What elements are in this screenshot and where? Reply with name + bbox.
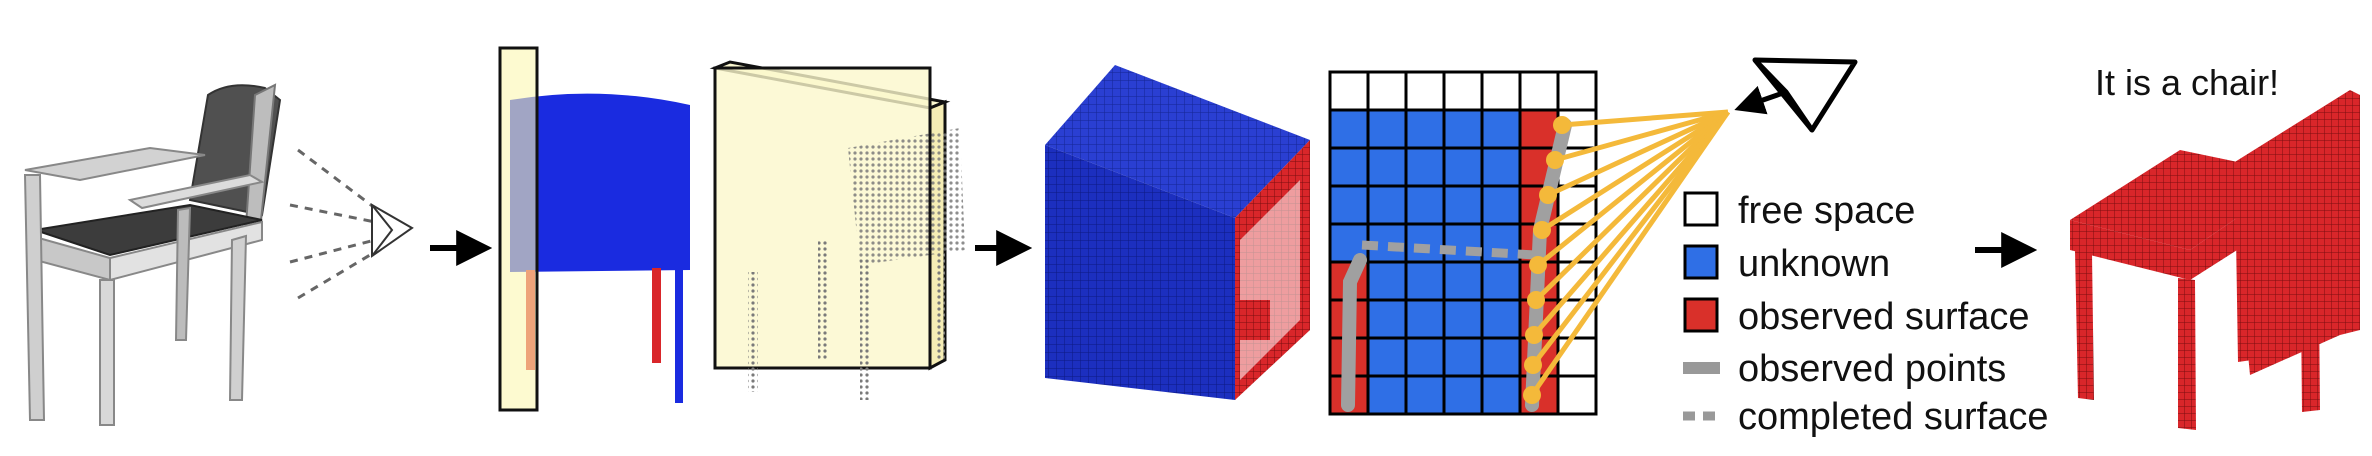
grid-cell — [1442, 374, 1484, 416]
grid-cell — [1366, 184, 1408, 226]
grid-cell — [1404, 298, 1446, 340]
grid-cell — [1442, 336, 1484, 378]
ray-hit-point — [1523, 386, 1541, 404]
voxel-volume — [1045, 65, 1310, 400]
camera-icon — [1734, 57, 1858, 133]
ray-hit-point — [1533, 221, 1551, 239]
grid-cell — [1404, 260, 1446, 302]
grid-cell — [1366, 336, 1408, 378]
legend-label-unknown: unknown — [1738, 243, 1891, 285]
completed-back — [2230, 90, 2360, 375]
grid-cell — [1328, 184, 1370, 226]
grid-cell — [1480, 298, 1522, 340]
observed-point-cloud — [848, 128, 965, 265]
ray-hit-point — [1553, 116, 1571, 134]
legend-label-free-space: free space — [1738, 190, 1916, 232]
grid-cell — [1366, 374, 1408, 416]
grid-cell — [1442, 184, 1484, 226]
legend-swatch-unknown — [1683, 244, 1719, 280]
grid-cell — [1442, 108, 1484, 150]
grid-cell — [1518, 108, 1560, 150]
grid-cell — [1404, 70, 1446, 112]
grid-cell — [1556, 70, 1598, 112]
camera-ray — [1561, 109, 1729, 128]
voxel-top-face — [1045, 65, 1310, 218]
depth-surface — [510, 93, 690, 272]
grid-observed-points-left — [1341, 253, 1367, 412]
grid-cell — [1328, 146, 1370, 188]
camera-ray — [1531, 110, 1730, 367]
ray-hit-point — [1546, 151, 1564, 169]
legend-swatch-free — [1683, 191, 1719, 227]
grid-cell — [1556, 374, 1598, 416]
grid-cell — [1480, 184, 1522, 226]
grid-cell — [1480, 108, 1522, 150]
grid-cell — [1366, 260, 1408, 302]
grid-cell — [1404, 222, 1446, 264]
grid-cell — [1366, 108, 1408, 150]
depth-map — [498, 46, 690, 412]
voxel-front-face — [1045, 145, 1235, 400]
chair-seat — [34, 203, 263, 257]
point-cloud-slice — [709, 60, 965, 400]
grid-cell — [1480, 146, 1522, 188]
camera-frustum — [289, 148, 414, 300]
grid-cell — [1404, 108, 1446, 150]
grid-cell — [1404, 146, 1446, 188]
chair-armrest-left — [24, 146, 206, 182]
ray-hit-point — [1524, 356, 1542, 374]
grid-cell — [1480, 70, 1522, 112]
grid-cell — [1328, 108, 1370, 150]
camera-ray — [1546, 109, 1730, 198]
grid-cell — [1442, 146, 1484, 188]
grid-cell — [1442, 70, 1484, 112]
grid-cell — [1480, 260, 1522, 302]
grid-cell — [1328, 70, 1370, 112]
input-chair-mesh — [23, 83, 282, 426]
camera-ray — [1529, 110, 1731, 397]
grid-cell — [1442, 260, 1484, 302]
grid-cell — [1366, 298, 1408, 340]
grid-cell — [1518, 70, 1560, 112]
ray-hit-point — [1525, 326, 1543, 344]
grid-cell — [1366, 70, 1408, 112]
ray-hit-point — [1527, 291, 1545, 309]
chair-armrest-right — [127, 173, 265, 210]
camera-ray — [1554, 109, 1729, 163]
grid-cell — [1442, 298, 1484, 340]
legend-label-observed-points: observed points — [1738, 348, 2007, 390]
legend-label-observed-surface: observed surface — [1738, 296, 2030, 338]
grid-cell — [1556, 336, 1598, 378]
grid-cell — [1404, 336, 1446, 378]
legend-swatch-observed — [1683, 297, 1719, 333]
grid-cell — [1404, 184, 1446, 226]
camera-ray — [1540, 109, 1730, 233]
completed-voxel-chair — [2070, 90, 2360, 430]
grid-cell — [1442, 222, 1484, 264]
result-caption: It is a chair! — [2095, 62, 2280, 103]
grid-cell — [1480, 374, 1522, 416]
legend — [1683, 191, 1722, 421]
ray-hit-point — [1529, 256, 1547, 274]
completed-seat-top — [2070, 150, 2300, 250]
camera-ray — [1536, 110, 1730, 267]
camera-rays — [1523, 109, 1731, 404]
grid-completed-surface — [1361, 240, 1536, 260]
camera-ray — [1532, 110, 1730, 337]
camera-ray — [1534, 110, 1730, 302]
grid-cell — [1404, 374, 1446, 416]
grid-cell — [1366, 146, 1408, 188]
depth-highlight-slice — [498, 46, 539, 412]
ray-hit-point — [1539, 186, 1557, 204]
legend-label-completed-surface: completed surface — [1738, 396, 2049, 438]
grid-cell — [1480, 336, 1522, 378]
